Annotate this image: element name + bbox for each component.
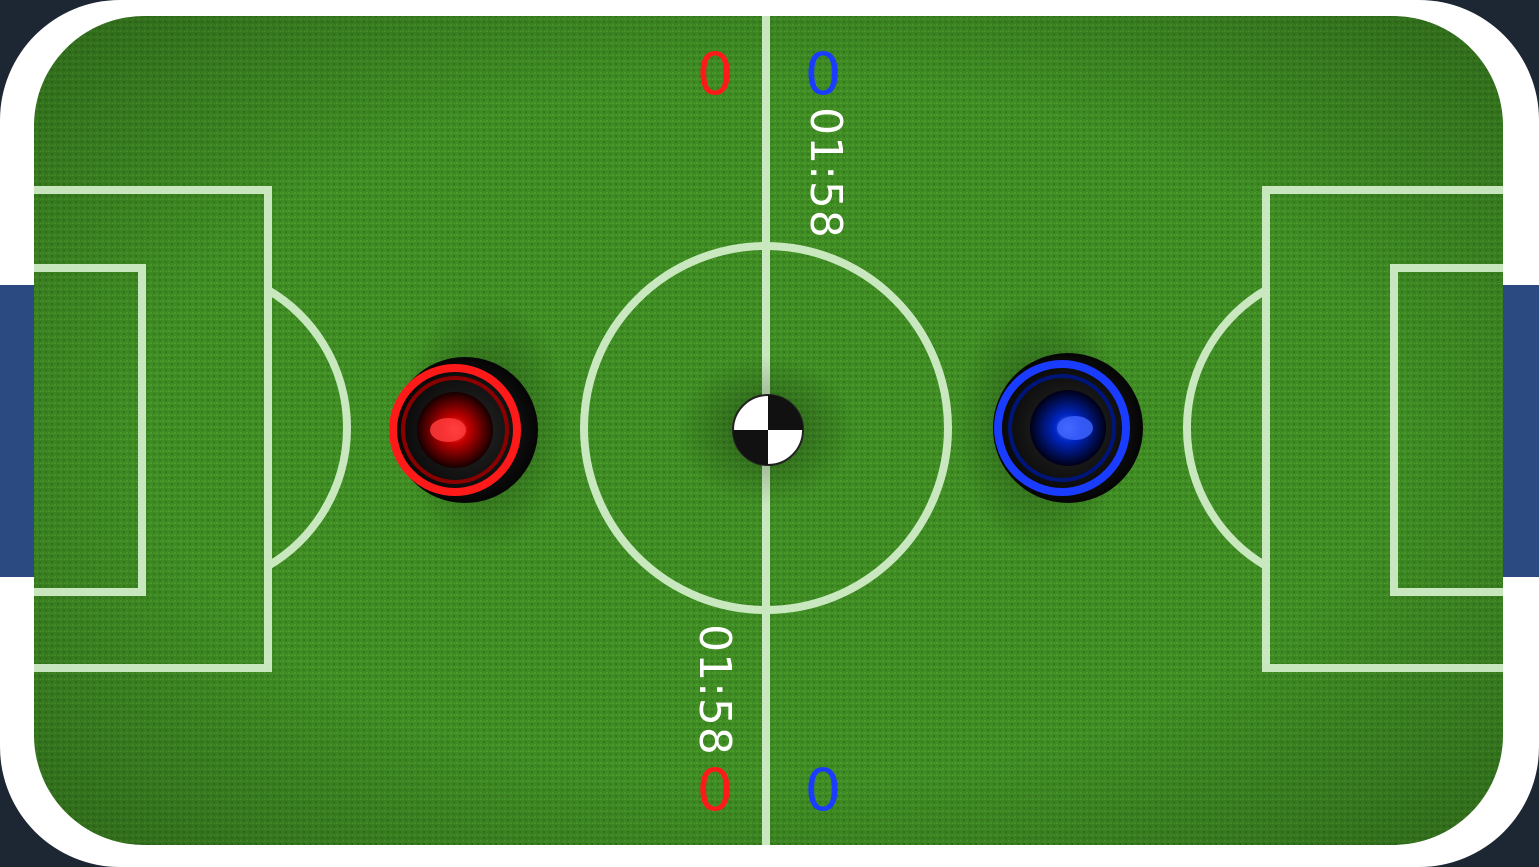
left-goal xyxy=(0,285,40,577)
red-mallet-icon[interactable] xyxy=(389,357,538,503)
bottom-timer: 01:58 xyxy=(689,624,740,756)
top-blue-score: 0 xyxy=(804,38,842,106)
bottom-red-score: 0 xyxy=(696,756,734,824)
blue-mallet-icon[interactable] xyxy=(993,353,1143,503)
bottom-blue-score: 0 xyxy=(804,756,842,824)
top-timer: 01:58 xyxy=(800,107,851,239)
top-red-score: 0 xyxy=(696,38,734,106)
ball-icon[interactable] xyxy=(732,394,804,466)
right-goal xyxy=(1499,285,1539,577)
